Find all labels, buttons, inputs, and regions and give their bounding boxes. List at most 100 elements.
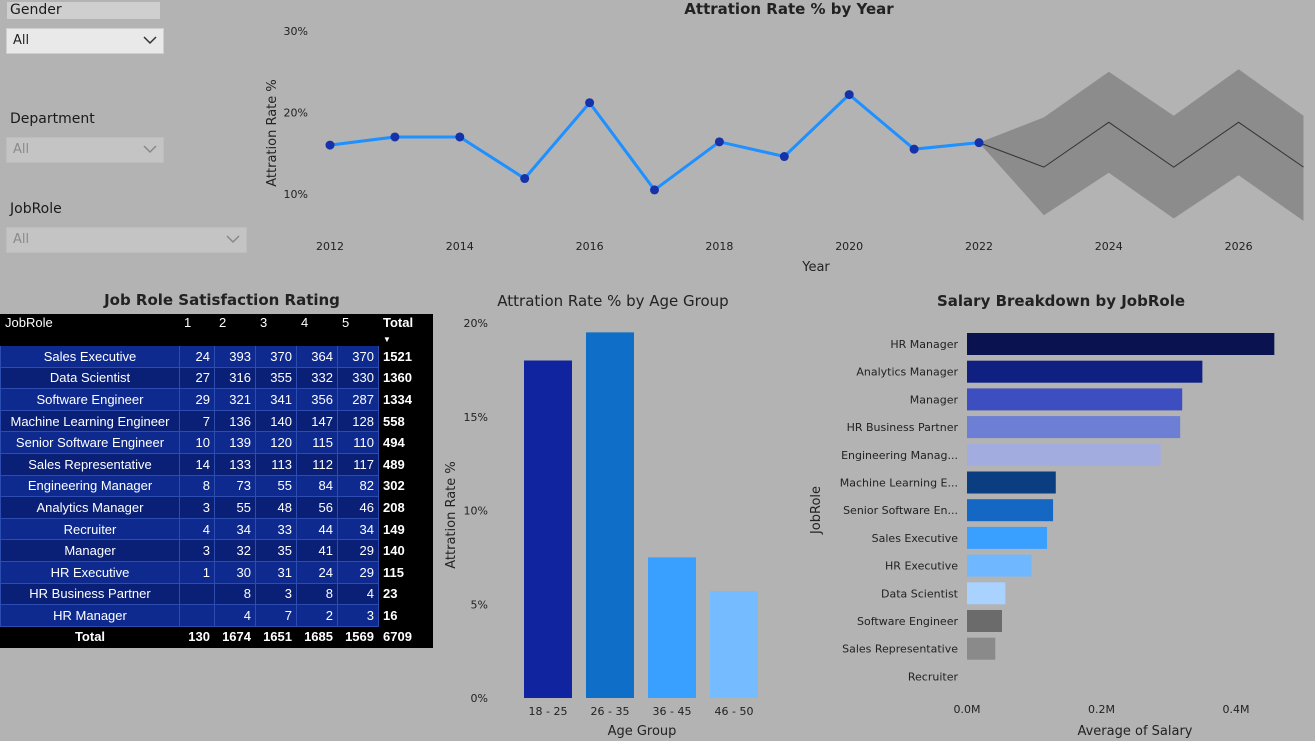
matrix-cell: 7 — [179, 409, 215, 433]
attrition-data-point[interactable] — [390, 132, 400, 142]
matrix-row[interactable]: Manager 3 32 35 41 29 140 — [0, 539, 433, 562]
job-role-satisfaction-matrix: JobRole 1 2 3 4 5 Total ▼ Sales Executive… — [0, 314, 433, 648]
matrix-header-4[interactable]: 4 — [296, 314, 338, 346]
salary-bar[interactable] — [967, 471, 1056, 494]
matrix-row[interactable]: Software Engineer 29 321 341 356 287 1334 — [0, 388, 433, 411]
matrix-cell: 44 — [296, 517, 338, 541]
salary-chart-title: Salary Breakdown by JobRole — [937, 292, 1185, 310]
matrix-row-label: HR Executive — [0, 560, 180, 584]
attrition-data-point[interactable] — [909, 144, 919, 154]
matrix-cell: 287 — [337, 388, 379, 411]
matrix-header-3[interactable]: 3 — [255, 314, 297, 346]
matrix-cell: 364 — [296, 345, 338, 368]
salary-category-label: HR Business Partner — [847, 421, 959, 434]
matrix-cell — [179, 604, 215, 627]
matrix-row[interactable]: Machine Learning Engineer 7 136 140 147 128 55… — [0, 409, 433, 433]
salary-bar[interactable] — [967, 582, 1006, 605]
matrix-cell: 48 — [255, 496, 297, 519]
attrition-data-point[interactable] — [585, 98, 595, 108]
matrix-cell: 139 — [214, 431, 256, 454]
matrix-row-total: 302 — [378, 474, 433, 498]
line-y-tick: 20% — [284, 107, 308, 120]
jobrole-dropdown[interactable]: All — [6, 227, 247, 253]
line-chart-ylabel: Attration Rate % — [265, 79, 280, 187]
jobrole-dropdown-value: All — [13, 232, 30, 247]
age-bar[interactable] — [586, 332, 634, 698]
attrition-data-point[interactable] — [714, 137, 724, 147]
matrix-row[interactable]: Senior Software Engineer 10 139 120 115 110 49… — [0, 431, 433, 454]
line-x-tick: 2026 — [1225, 240, 1253, 253]
matrix-cell: 113 — [255, 452, 297, 476]
matrix-row[interactable]: Data Scientist 27 316 355 332 330 1360 — [0, 366, 433, 390]
matrix-cell: 316 — [214, 366, 256, 390]
attrition-data-point[interactable] — [520, 174, 530, 184]
gender-dropdown-value: All — [13, 33, 30, 48]
age-x-tick: 26 - 35 — [591, 705, 630, 718]
matrix-row-label: Recruiter — [0, 517, 180, 541]
age-bar[interactable] — [648, 557, 696, 698]
matrix-header-2[interactable]: 2 — [214, 314, 256, 346]
matrix-cell: 3 — [337, 604, 379, 627]
attrition-data-point[interactable] — [325, 140, 335, 150]
age-chart-title: Attration Rate % by Age Group — [497, 292, 728, 310]
salary-category-label: Recruiter — [908, 670, 959, 683]
matrix-row-total: 140 — [378, 539, 433, 562]
salary-chart-xlabel: Average of Salary — [1077, 724, 1192, 739]
matrix-cell: 29 — [337, 560, 379, 584]
salary-bar[interactable] — [967, 526, 1048, 549]
matrix-row-total: 1360 — [378, 366, 433, 390]
department-slicer-label: Department — [10, 111, 95, 127]
salary-bar[interactable] — [967, 443, 1161, 466]
age-bar[interactable] — [710, 591, 758, 698]
matrix-header-5[interactable]: 5 — [337, 314, 379, 346]
matrix-row[interactable]: Sales Executive 24 393 370 364 370 1521 — [0, 345, 433, 368]
salary-bar[interactable] — [967, 610, 1002, 632]
matrix-cell: 46 — [337, 496, 379, 519]
matrix-cell: 3 — [255, 582, 297, 606]
matrix-row[interactable]: Engineering Manager 8 73 55 84 82 302 — [0, 474, 433, 498]
gender-dropdown[interactable]: All — [6, 28, 164, 54]
matrix-header-jobrole[interactable]: JobRole — [0, 314, 180, 346]
matrix-cell: 128 — [337, 409, 379, 433]
attrition-data-point[interactable] — [844, 90, 854, 100]
salary-bar[interactable] — [967, 499, 1054, 522]
attrition-data-point[interactable] — [974, 138, 984, 148]
matrix-row[interactable]: HR Business Partner 8 3 8 4 23 — [0, 582, 433, 606]
matrix-row-total: 208 — [378, 496, 433, 519]
matrix-row[interactable]: HR Manager 4 7 2 3 16 — [0, 604, 433, 627]
matrix-total-cell: 1674 — [214, 625, 256, 648]
matrix-cell: 330 — [337, 366, 379, 390]
age-bar[interactable] — [524, 360, 572, 699]
matrix-header-row: JobRole 1 2 3 4 5 Total ▼ — [0, 314, 433, 346]
salary-bar[interactable] — [967, 637, 996, 660]
matrix-cell: 35 — [255, 539, 297, 562]
age-x-tick: 18 - 25 — [529, 705, 568, 718]
salary-bar[interactable] — [967, 554, 1032, 577]
salary-bar[interactable] — [967, 333, 1275, 355]
salary-bar[interactable] — [967, 416, 1181, 439]
matrix-cell: 112 — [296, 452, 338, 476]
matrix-cell: 8 — [214, 582, 256, 606]
matrix-cell: 3 — [179, 539, 215, 562]
line-x-tick: 2022 — [965, 240, 993, 253]
matrix-row[interactable]: HR Executive 1 30 31 24 29 115 — [0, 560, 433, 584]
age-y-tick: 0% — [471, 692, 488, 705]
attrition-data-point[interactable] — [779, 152, 789, 162]
attrition-by-year-chart: Attration Rate % by Year Year Attration … — [265, 0, 1304, 275]
matrix-row-label: Engineering Manager — [0, 474, 180, 498]
department-dropdown[interactable]: All — [6, 137, 164, 163]
matrix-row[interactable]: Sales Representative 14 133 113 112 117 489 — [0, 452, 433, 476]
matrix-cell: 34 — [337, 517, 379, 541]
gender-slicer-label: Gender — [7, 2, 160, 19]
salary-bar[interactable] — [967, 360, 1203, 383]
matrix-grand-total: 6709 — [378, 625, 433, 648]
attrition-data-point[interactable] — [650, 185, 659, 195]
matrix-row[interactable]: Recruiter 4 34 33 44 34 149 — [0, 517, 433, 541]
matrix-header-total[interactable]: Total ▼ — [378, 314, 433, 346]
matrix-header-1[interactable]: 1 — [179, 314, 215, 346]
salary-category-label: Senior Software En... — [843, 504, 958, 517]
jobrole-slicer-label: JobRole — [10, 201, 62, 217]
matrix-row[interactable]: Analytics Manager 3 55 48 56 46 208 — [0, 496, 433, 519]
salary-bar[interactable] — [967, 388, 1183, 411]
attrition-data-point[interactable] — [455, 132, 465, 142]
